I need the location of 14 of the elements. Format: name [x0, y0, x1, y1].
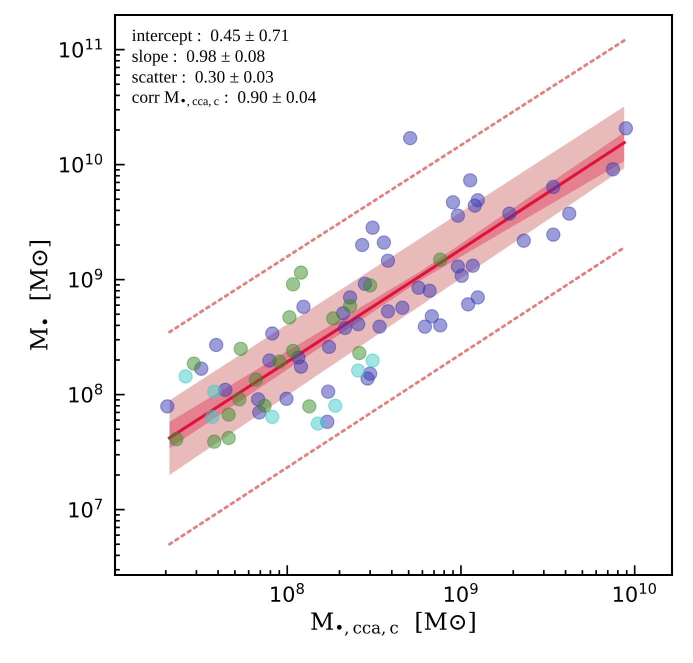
y-tick-label: 10$^{8}$ — [70, 384, 102, 403]
y-tick-label: 10$^{7}$ — [70, 498, 102, 518]
annotation: intercept : 0.45 ± 0.71 — [132, 30, 288, 45]
y-tick-label: 10$^{11}$ — [60, 38, 102, 58]
annotation: scatter : 0.30 ± 0.03 — [132, 70, 274, 83]
y-tick-label: 10$^{9}$ — [70, 268, 102, 288]
y-tick-label: 10$^{10}$ — [60, 154, 102, 173]
x-tick-label: 10$^{8}$ — [271, 582, 304, 602]
annotation: corr M$_{•,cca,c}$ : 0.90 ± 0.04 — [132, 91, 316, 107]
x-tick-label: 10$^{9}$ — [444, 582, 478, 602]
x-tick-label: 10$^{10}$ — [614, 582, 656, 602]
text: M$_{•}$ [M⊙] — [29, 240, 50, 350]
x-axis-title: M$_{•,cca,c}$ [M⊙] — [311, 612, 475, 636]
annotation: slope : 0.98 ± 0.08 — [132, 50, 265, 66]
